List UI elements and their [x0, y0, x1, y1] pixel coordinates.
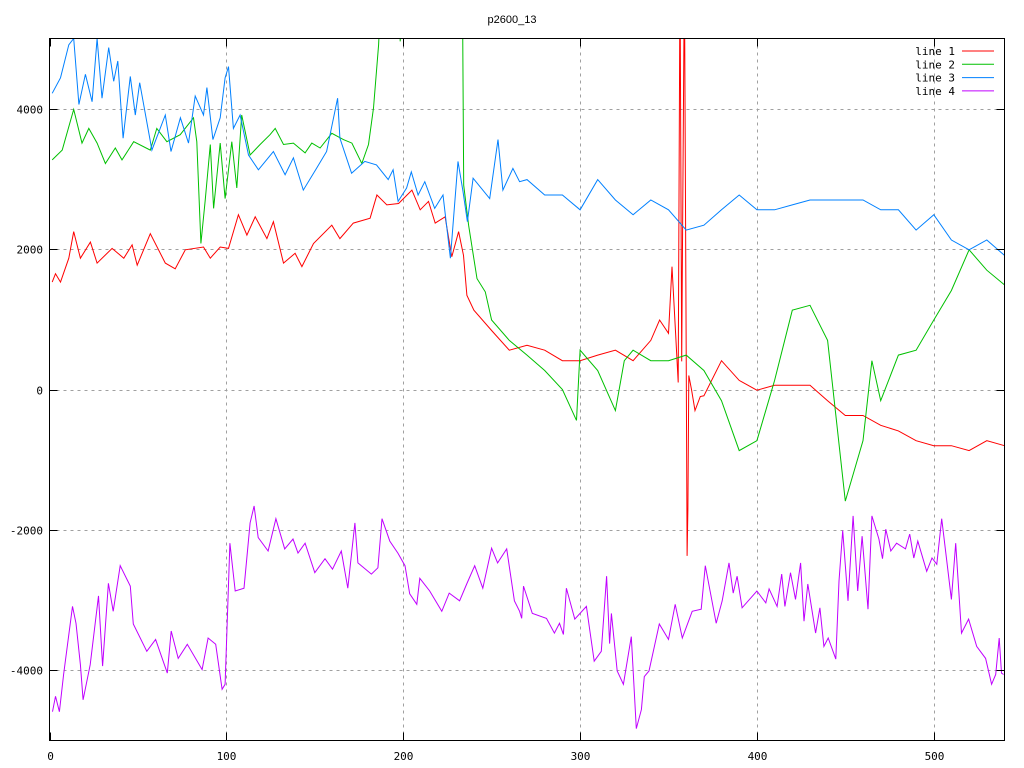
x-tick-label: 100 [217, 750, 237, 763]
legend-label: line 3 [915, 72, 955, 85]
y-tick-label: 0 [36, 385, 43, 398]
legend-label: line 1 [915, 45, 955, 58]
y-tick-label: -2000 [10, 525, 43, 538]
x-tick-label: 500 [925, 750, 945, 763]
x-tick-label: 300 [571, 750, 591, 763]
y-tick-label: 4000 [17, 104, 44, 117]
plot-frame [49, 38, 1005, 741]
x-tick-label: 0 [47, 750, 54, 763]
series-line-3 [51, 38, 1005, 259]
chart-title: p2600_13 [488, 14, 537, 26]
y-tick-label: -4000 [10, 665, 43, 678]
x-tick-label: 200 [394, 750, 414, 763]
y-tick-label: 2000 [17, 244, 44, 257]
axis-ticks: 0 100 200 300 400 500 -4000 -2000 0 2000 4000 [10, 38, 1005, 763]
series-line-2 [51, 38, 1005, 502]
series-group [51, 38, 1005, 729]
legend-label: line 2 [915, 58, 955, 71]
legend-label: line 4 [915, 85, 955, 98]
grid-lines [49, 38, 1005, 741]
series-line-4 [52, 505, 1004, 729]
series-line-1 [51, 38, 1005, 556]
x-tick-label: 400 [748, 750, 768, 763]
